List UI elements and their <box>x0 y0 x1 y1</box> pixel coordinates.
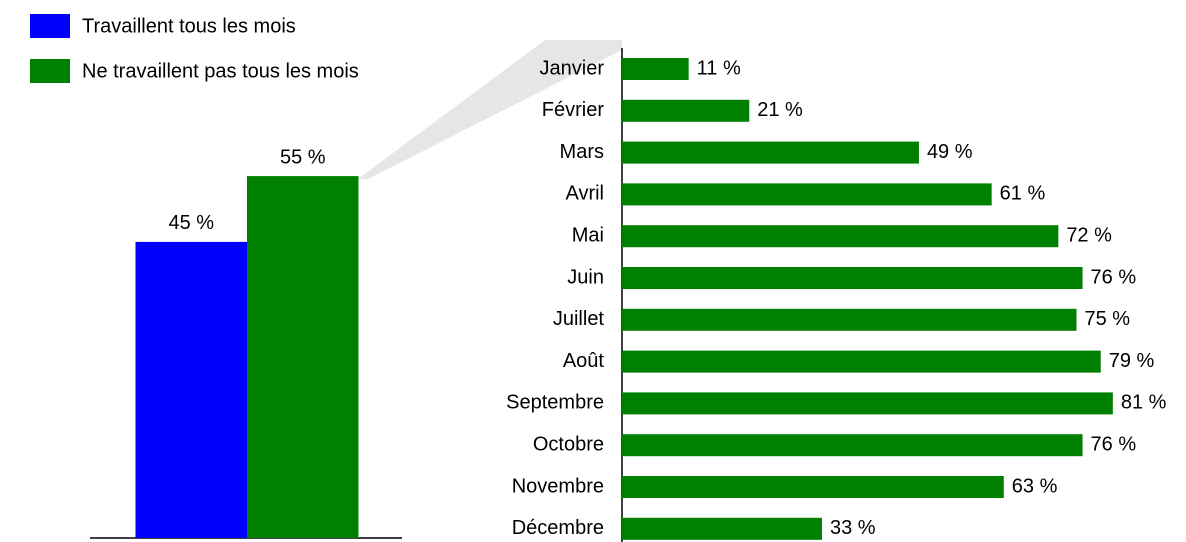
y-tick-label: Octobre <box>533 433 604 455</box>
y-tick-label: Juin <box>567 266 604 288</box>
bar <box>622 308 1077 331</box>
bar <box>622 476 1004 498</box>
bar <box>622 392 1113 415</box>
value-label: 21 % <box>757 99 803 121</box>
y-tick-label: Décembre <box>512 517 604 539</box>
y-tick-label: Janvier <box>540 57 605 79</box>
y-tick-label: Juillet <box>553 308 605 330</box>
value-label: 49 % <box>927 141 973 163</box>
bar <box>247 176 359 538</box>
value-label: 76 % <box>1091 433 1137 455</box>
bar <box>622 225 1059 248</box>
value-label: 45 % <box>168 212 214 234</box>
bar <box>622 267 1083 289</box>
bar <box>622 99 750 122</box>
bar <box>622 58 689 80</box>
y-tick-label: Août <box>563 350 605 372</box>
value-label: 76 % <box>1091 266 1137 288</box>
bar <box>135 241 247 538</box>
value-label: 63 % <box>1012 475 1058 497</box>
y-tick-label: Février <box>542 99 605 121</box>
legend-label: Ne travaillent pas tous les mois <box>82 60 359 82</box>
value-label: 11 % <box>697 57 741 79</box>
value-label: 75 % <box>1085 308 1131 330</box>
y-tick-label: Septembre <box>506 392 604 414</box>
y-tick-label: Novembre <box>512 475 604 497</box>
y-tick-label: Mai <box>572 224 604 246</box>
legend-label: Travaillent tous les mois <box>82 15 296 37</box>
value-label: 55 % <box>280 146 326 168</box>
legend-swatch <box>30 14 70 38</box>
value-label: 79 % <box>1109 350 1155 372</box>
bar <box>622 141 919 164</box>
y-tick-label: Avril <box>565 183 604 205</box>
bar <box>622 183 992 206</box>
value-label: 72 % <box>1066 224 1112 246</box>
bar <box>622 434 1083 457</box>
bar <box>622 350 1101 373</box>
y-tick-label: Mars <box>560 141 604 163</box>
connector <box>358 40 622 179</box>
legend-swatch <box>30 59 70 83</box>
value-label: 61 % <box>1000 183 1046 205</box>
bar <box>622 517 822 540</box>
value-label: 33 % <box>830 517 876 539</box>
value-label: 81 % <box>1121 392 1167 414</box>
